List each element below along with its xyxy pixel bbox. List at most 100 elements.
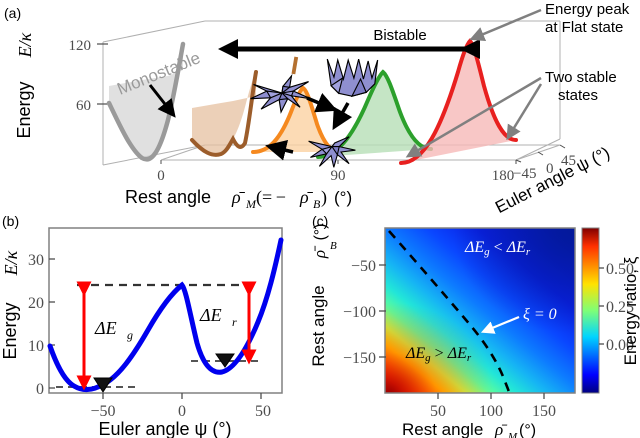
panel-a-x-title-parenopen: (= − <box>256 187 286 208</box>
panel-a-x-title-sym: ρ̄ <box>231 187 246 207</box>
origami-star-flat <box>250 56 311 114</box>
panel-c-cbtick-025: 0.25 <box>606 299 634 316</box>
panel-b-ytick-20: 20 <box>28 295 44 312</box>
panel-c-cbtick-050: 0.50 <box>606 261 634 278</box>
panel-a-ztick-45: 45 <box>561 153 576 169</box>
panel-b-xtick-0: 0 <box>178 403 186 420</box>
svg-text:g: g <box>127 328 133 342</box>
panel-b-delta-er-label: ΔE r <box>199 305 237 329</box>
panel-a-x-title-symneg: ρ̄ <box>299 187 314 207</box>
panel-a: (a) 120 60 Energy E/κ <box>4 1 630 217</box>
panel-b-ytick-30: 30 <box>28 252 44 269</box>
inset-arrows <box>265 92 353 161</box>
panel-a-xtick-180: 180 <box>492 168 515 184</box>
origami-star-folded <box>308 136 356 168</box>
panel-a-x-title-word: Rest angle <box>125 187 211 207</box>
curve-orange-fill <box>253 88 341 152</box>
panel-a-y-ticks <box>97 43 108 105</box>
panel-a-y-axis-title: Energy <box>14 81 34 138</box>
panel-b-x-axis-title: Euler angle ψ (°) <box>98 419 231 438</box>
svg-text:E/κ: E/κ <box>15 32 35 58</box>
panel-a-y-axis-frac: E/κ <box>15 32 35 58</box>
panel-c-xtick-50: 50 <box>430 403 446 420</box>
panel-a-x-title-unit: (°) <box>334 188 352 207</box>
panel-a-xtick-90: 90 <box>331 168 346 184</box>
panel-c-annotation-upper: ΔEg < ΔEr <box>464 239 531 258</box>
svg-text:Energy: Energy <box>0 302 20 359</box>
panel-c-annotation-lower: ΔEg > ΔEr <box>405 345 472 364</box>
panel-a-z-ticks <box>515 144 566 163</box>
panel-b-xtick-50: 50 <box>255 403 271 420</box>
svg-text:r: r <box>232 315 237 329</box>
svg-text:E/κ: E/κ <box>1 250 21 276</box>
panel-b-y-title-frac: E/κ <box>1 250 21 276</box>
panel-c-label: (c) <box>312 213 328 229</box>
svg-text:ρ̄: ρ̄ <box>310 245 329 259</box>
panel-c-contour-label: ξ = 0 <box>480 306 557 334</box>
curve-orange-line <box>251 85 343 154</box>
svg-text:(°): (°) <box>312 223 329 240</box>
panel-b-ytick-10: 10 <box>28 338 44 355</box>
panel-c-y-title-word: Rest angle <box>309 285 328 366</box>
panel-a-x-ticks <box>160 160 517 164</box>
two-stable-leaders <box>405 76 543 158</box>
annotation-bistable: Bistable <box>373 27 426 44</box>
panel-b-minimum-markers <box>93 353 235 393</box>
curve-red-fill <box>401 41 516 163</box>
panel-a-ytick-60: 60 <box>76 98 91 114</box>
svg-text:Rest angle: Rest angle <box>402 420 483 438</box>
panel-c: (c) ΔEg < ΔEr ΔEg > ΔEr ξ = 0 −50 −100 −… <box>309 213 640 438</box>
svg-text:Energy ratio, ξ: Energy ratio, ξ <box>621 256 640 365</box>
panel-c-cbtick-000: 0.00 <box>606 337 634 354</box>
curve-green-fill <box>318 72 431 157</box>
panel-c-ytick-n150: −150 <box>343 350 376 367</box>
svg-text:ΔEg < ΔEr: ΔEg < ΔEr <box>464 239 531 258</box>
panel-a-ztick-0: 0 <box>546 161 554 177</box>
marker-min-left <box>93 377 113 393</box>
panel-b-xtick-neg50: −50 <box>90 403 115 420</box>
annotation-two-stable-l1: Two stable <box>545 69 617 86</box>
panel-c-colorbar-title: Energy ratio, ξ <box>621 256 640 365</box>
panel-b-ytick-0: 0 <box>36 381 44 398</box>
svg-text:M: M <box>507 431 518 438</box>
annotation-energy-peak-l2: at Flat state <box>545 19 623 36</box>
svg-text:ΔEg > ΔEr: ΔEg > ΔEr <box>405 345 472 364</box>
panel-b-label: (b) <box>2 213 19 229</box>
panel-a-x-title-subneg: B <box>313 197 321 211</box>
curve-brown-fill <box>192 72 256 155</box>
monostable-arrow <box>148 84 176 118</box>
panel-a-x-title-parenclose: ) <box>321 187 327 208</box>
panel-b-x-ticks <box>102 393 262 399</box>
panel-c-ytick-n50: −50 <box>351 258 376 275</box>
panel-c-x-ticks <box>437 393 545 399</box>
panel-a-x-title-sub: M <box>245 197 257 211</box>
panel-a-ytick-120: 120 <box>69 38 92 54</box>
panel-c-y-title-sub: B <box>330 240 337 252</box>
panel-a-xtick-0: 0 <box>157 168 165 184</box>
annotation-two-stable-l2: states <box>558 87 598 104</box>
panel-c-x-axis-title: Rest angle ρ̄ M (°) <box>402 420 536 438</box>
panel-b-delta-eg-label: ΔE g <box>94 318 133 342</box>
origami-bowl <box>326 57 379 98</box>
svg-text:ΔE: ΔE <box>199 305 222 325</box>
panel-a-ztick-neg45: −45 <box>513 166 536 182</box>
energy-peak-leader <box>469 8 542 42</box>
curve-orange <box>251 85 343 154</box>
panel-a-label: (a) <box>4 5 21 21</box>
svg-text:ξ = 0: ξ = 0 <box>523 306 557 323</box>
panel-c-xtick-150: 150 <box>532 403 556 420</box>
panel-c-y-title-sym: ρ̄ <box>310 245 329 259</box>
svg-text:ρ̄: ρ̄ <box>494 420 508 438</box>
curve-gray <box>106 41 186 162</box>
marker-min-right <box>215 353 235 368</box>
panel-b-y-title-word: Energy <box>0 302 20 359</box>
annotation-energy-peak-l1: Energy peak <box>545 1 630 18</box>
xi-zero-contour <box>388 230 512 395</box>
panel-c-heatmap <box>384 227 576 394</box>
svg-text:ΔE: ΔE <box>94 318 117 338</box>
panel-b: (b) 0 10 20 30 Energy E/κ ΔE g ΔE r <box>0 213 284 438</box>
panel-c-ytick-n100: −100 <box>343 304 376 321</box>
panel-c-xtick-100: 100 <box>479 403 503 420</box>
panel-c-colorbar <box>581 227 604 394</box>
